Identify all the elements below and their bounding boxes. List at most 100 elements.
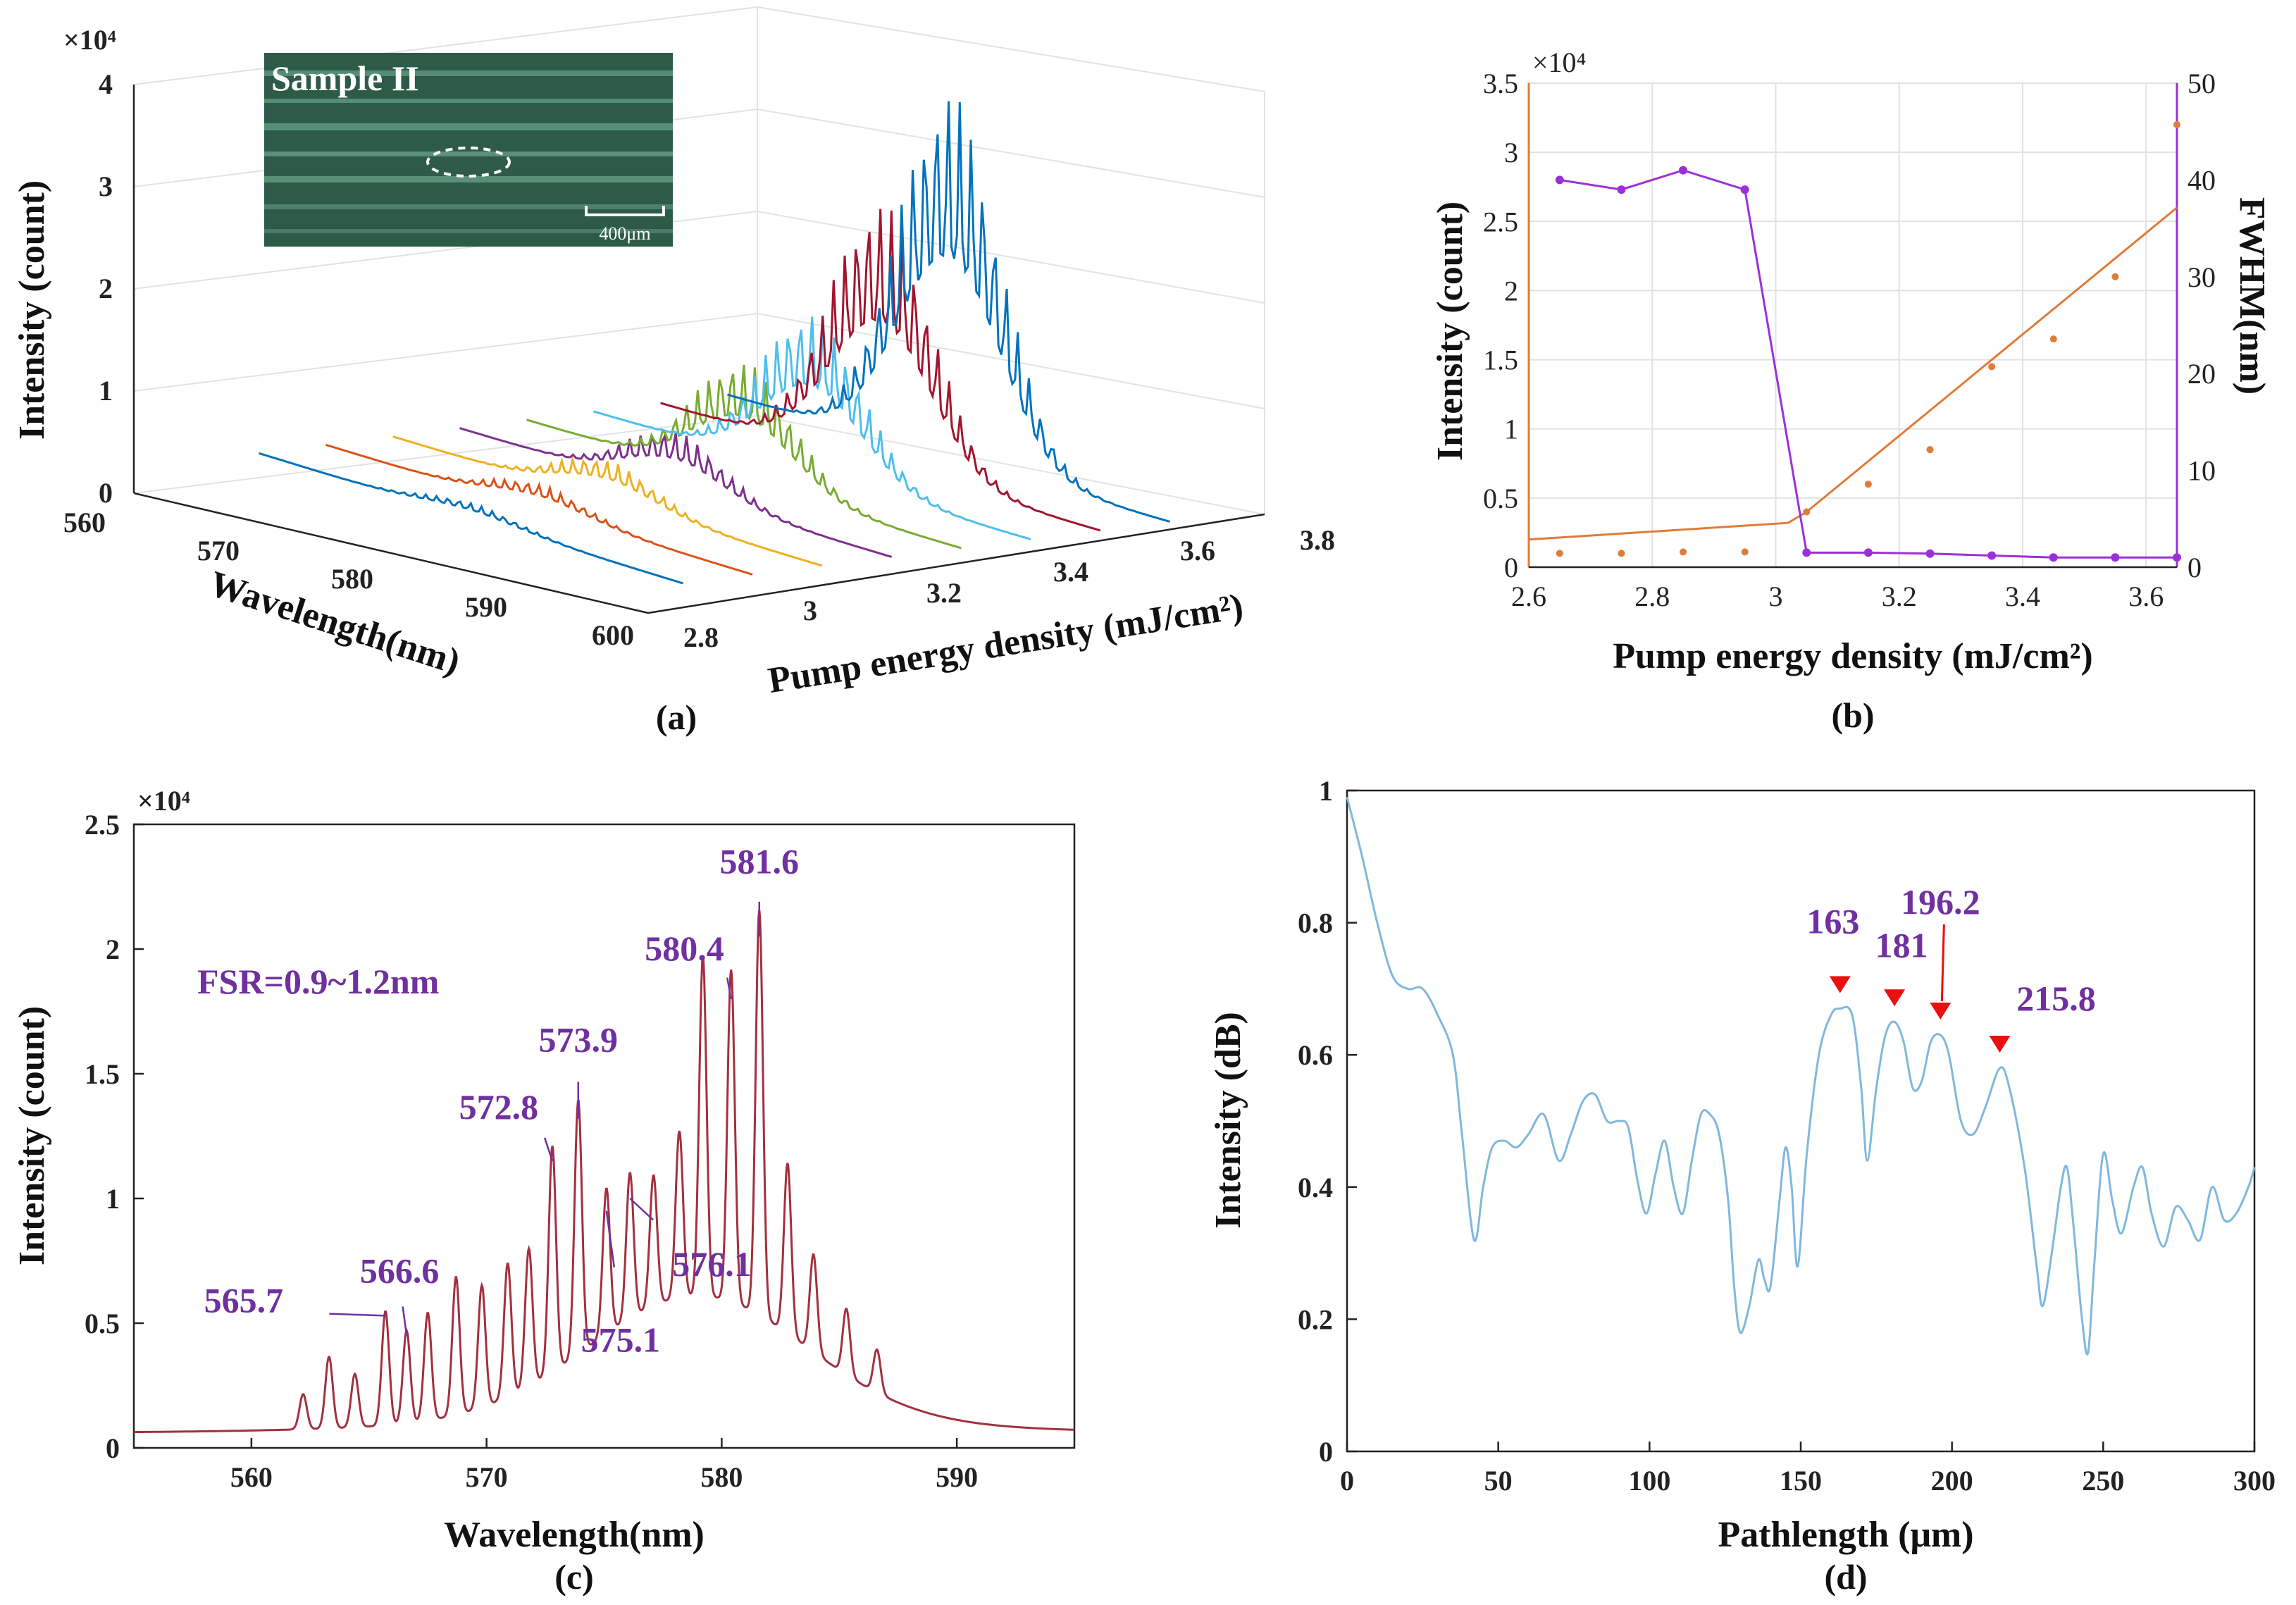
d-x-axis-label: Pathlength (μm) [1718, 1515, 1973, 1555]
d-series [1346, 797, 2256, 1356]
c-x-tick: 580 [700, 1461, 743, 1493]
a-x-ticks: 560 570 580 590 600 [63, 507, 634, 651]
c-peak-arrow [726, 977, 732, 1000]
c-peak-arrow [543, 1137, 554, 1162]
b-intensity-point [2049, 335, 2057, 343]
d-peak-label: 163 [1806, 902, 1859, 941]
b-left-tick: 1 [1504, 414, 1518, 445]
b-series [1528, 120, 2181, 562]
b-fwhm-point [1863, 548, 1873, 557]
a-x-tick: 580 [331, 563, 373, 595]
d-peak-marker [1930, 1003, 1951, 1020]
c-plot-frame [132, 823, 1076, 1449]
c-peak-label: 580.4 [645, 929, 724, 968]
c-y-tick: 0.5 [85, 1308, 120, 1339]
b-x-tick: 2.8 [1634, 581, 1670, 612]
b-intensity-point [2173, 120, 2180, 128]
b-right-axis: 0 10 20 30 40 50 [2176, 68, 2216, 583]
c-spectrum-line [134, 910, 1074, 1434]
b-x-tick: 3.2 [1882, 581, 1917, 612]
a-z-axis-label: Intensity (count) [12, 180, 52, 440]
b-left-tick: 2 [1504, 275, 1518, 306]
d-caption: (d) [1824, 1557, 1867, 1597]
c-peak-label: 566.6 [360, 1251, 440, 1291]
a-caption: (a) [656, 698, 697, 737]
a-x-tick: 600 [592, 619, 634, 651]
c-x-axis-label: Wavelength(nm) [444, 1515, 705, 1555]
a-inset-highlight-ellipse [426, 147, 511, 178]
a-z-multiplier: ×10⁴ [63, 24, 116, 56]
d-y-tick: 1 [1319, 775, 1333, 807]
b-plot-frame [1528, 82, 2178, 568]
d-peak-label: 215.8 [2016, 979, 2096, 1018]
a-spectrum-line [459, 427, 893, 558]
a-spectra-series [259, 101, 1171, 585]
c-peak-label: 575.1 [581, 1320, 661, 1360]
b-x-tick: 3.6 [2128, 581, 2164, 612]
b-right-tick: 30 [2188, 261, 2216, 293]
d-peak-label: 181 [1875, 925, 1928, 965]
b-x-tick: 3 [1768, 581, 1782, 612]
a-spectrum-line [392, 435, 823, 567]
c-y-tick: 2 [106, 934, 120, 965]
b-fwhm-point [1987, 551, 1997, 560]
c-peak-arrow [605, 1210, 616, 1268]
a-z-tick: 0 [99, 477, 113, 509]
d-peak-arrow [1940, 924, 1945, 1002]
c-x-tick: 590 [936, 1461, 978, 1493]
b-intensity-point [1988, 363, 1996, 371]
c-peak-label: 581.6 [720, 841, 800, 881]
d-y-tick: 0.6 [1298, 1039, 1333, 1071]
d-peak-label: 196.2 [1901, 882, 1980, 922]
a-y-tick: 3.2 [926, 577, 962, 609]
b-fwhm-point [1925, 549, 1935, 558]
b-intensity-point [1618, 550, 1625, 557]
d-y-axis-label: Intensity (dB) [1208, 1012, 1248, 1229]
a-inset-stripes [264, 70, 673, 233]
d-x-tick: 250 [2082, 1465, 2124, 1496]
b-intensity-point [1803, 508, 1811, 516]
d-fourier-line [1346, 797, 2256, 1356]
b-fwhm-point [1555, 175, 1564, 185]
c-y-axis-label: Intensity (count) [12, 1006, 52, 1265]
b-gridlines [1528, 82, 2177, 568]
a-spectrum-line [526, 364, 962, 550]
panel-a-waterfall: 0 1 2 3 4 ×10⁴ 560 570 580 590 600 2.8 3… [12, 6, 1335, 737]
c-y-multiplier: ×10⁴ [137, 785, 190, 817]
d-plot-frame [1346, 789, 2256, 1453]
b-intensity-fit-line [1528, 206, 2178, 541]
a-y-tick: 3.8 [1300, 524, 1335, 556]
b-right-tick: 10 [2188, 455, 2216, 487]
d-x-tick: 50 [1484, 1465, 1513, 1496]
c-peak-label: 576.1 [672, 1244, 752, 1284]
b-intensity-point [2111, 273, 2119, 280]
c-y-tick: 1 [106, 1183, 120, 1215]
b-left-axis: 0 0.5 1 1.5 2 2.5 3 3.5 [1483, 68, 1530, 583]
a-x-tick: 590 [465, 591, 507, 623]
a-spectrum-line [259, 452, 683, 585]
b-intensity-point [1741, 548, 1749, 556]
b-intensity-point [1556, 550, 1563, 557]
b-right-tick: 50 [2188, 68, 2216, 99]
c-x-tick: 570 [466, 1461, 508, 1493]
a-y-tick: 3.4 [1053, 556, 1088, 588]
c-y-tick: 1.5 [85, 1058, 120, 1090]
d-peak-marker [1829, 976, 1851, 993]
a-z-tick: 1 [99, 375, 113, 407]
b-right-axis-label: FWHM(nm) [2232, 197, 2272, 395]
d-peak-marker [1989, 1035, 2011, 1053]
b-left-tick: 0.5 [1483, 483, 1518, 514]
d-axes: 0 50 100 150 200 250 300 0 0.2 0.4 0.6 0.8 1 [1298, 775, 2276, 1496]
b-fwhm-point [2173, 553, 2181, 562]
b-left-tick: 2.5 [1483, 206, 1518, 237]
panel-d-fourier: 0 50 100 150 200 250 300 0 0.2 0.4 0.6 0.8 1 163 1811… [1208, 775, 2276, 1597]
a-y-tick: 3 [803, 595, 817, 626]
c-peak-label: 573.9 [539, 1020, 619, 1060]
b-right-tick: 40 [2188, 164, 2216, 196]
b-fwhm-point [1802, 548, 1811, 557]
b-fwhm-point [2111, 553, 2120, 562]
a-inset-label: Sample II [271, 58, 419, 98]
b-x-tick: 2.6 [1511, 581, 1546, 612]
b-x-axis: 2.6 2.8 3 3.2 3.4 3.6 [1511, 566, 2177, 612]
d-x-tick: 300 [2233, 1465, 2276, 1496]
